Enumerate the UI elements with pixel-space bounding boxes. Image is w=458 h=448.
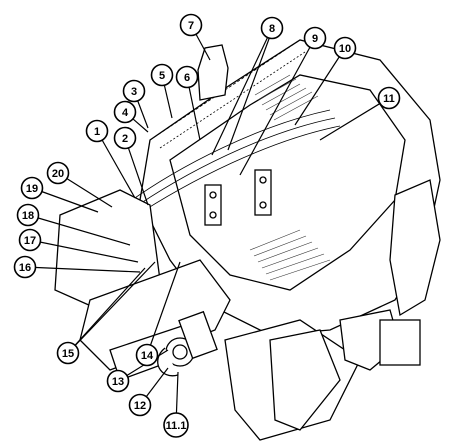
callout-c5: 5: [150, 63, 174, 87]
callout-circle: [16, 203, 40, 227]
callout-c11: 11: [377, 86, 401, 110]
callout-circle: [18, 228, 42, 252]
callout-circle: [113, 126, 137, 150]
callout-circle: [113, 100, 137, 124]
callout-label: 11.1: [166, 420, 187, 432]
callout-c7: 7: [179, 13, 203, 37]
callout-circle: [260, 16, 284, 40]
callout-label: 16: [19, 262, 31, 274]
callout-circle: [150, 63, 174, 87]
callout-label: 13: [112, 376, 124, 388]
callout-circle: [20, 176, 44, 200]
callout-c8: 8: [260, 16, 284, 40]
callout-label: 8: [269, 23, 275, 35]
callout-circle: [377, 86, 401, 110]
guard-bracket: [197, 44, 229, 101]
callout-label: 4: [122, 107, 129, 119]
callout-label: 7: [188, 20, 194, 32]
callout-label: 18: [22, 210, 34, 222]
callout-circle: [179, 13, 203, 37]
callout-label: 6: [184, 72, 190, 84]
callout-c3: 3: [122, 79, 146, 103]
callout-circle: [122, 79, 146, 103]
callout-c13: 13: [106, 369, 130, 393]
callout-circle: [46, 161, 70, 185]
callout-label: 20: [52, 168, 64, 180]
callout-c16: 16: [13, 255, 37, 279]
callout-label: 12: [134, 400, 146, 412]
callout-label: 5: [159, 70, 165, 82]
callout-circle: [56, 341, 80, 365]
callout-label: 9: [312, 33, 318, 45]
callout-c6: 6: [175, 65, 199, 89]
callout-label: 2: [122, 133, 128, 145]
callout-circle: [135, 343, 159, 367]
callout-circle: [163, 412, 189, 438]
callout-c111: 11.1: [163, 412, 189, 438]
callout-label: 1: [94, 126, 100, 138]
callout-circle: [13, 255, 37, 279]
callout-c19: 19: [20, 176, 44, 200]
callout-circle: [175, 65, 199, 89]
callout-label: 19: [26, 183, 38, 195]
callout-label: 17: [24, 235, 36, 247]
callout-circle: [333, 36, 357, 60]
callout-circle: [85, 119, 109, 143]
callout-c20: 20: [46, 161, 70, 185]
callout-label: 15: [62, 348, 74, 360]
callout-c18: 18: [16, 203, 40, 227]
callout-label: 3: [131, 86, 137, 98]
callout-circle: [106, 369, 130, 393]
callout-c10: 10: [333, 36, 357, 60]
callout-c14: 14: [135, 343, 159, 367]
callout-label: 14: [141, 350, 154, 362]
callout-c15: 15: [56, 341, 80, 365]
callout-c17: 17: [18, 228, 42, 252]
callout-c9: 9: [303, 26, 327, 50]
callout-c4: 4: [113, 100, 137, 124]
lower-frame: [54, 189, 421, 441]
callout-label: 11: [383, 93, 395, 105]
callout-c1: 1: [85, 119, 109, 143]
radiator-assembly: [139, 39, 441, 336]
callout-label: 10: [339, 43, 351, 55]
callout-circle: [128, 393, 152, 417]
tube-bundle: [124, 109, 341, 220]
callout-circle: [303, 26, 327, 50]
callout-c12: 12: [128, 393, 152, 417]
callout-c2: 2: [113, 126, 137, 150]
